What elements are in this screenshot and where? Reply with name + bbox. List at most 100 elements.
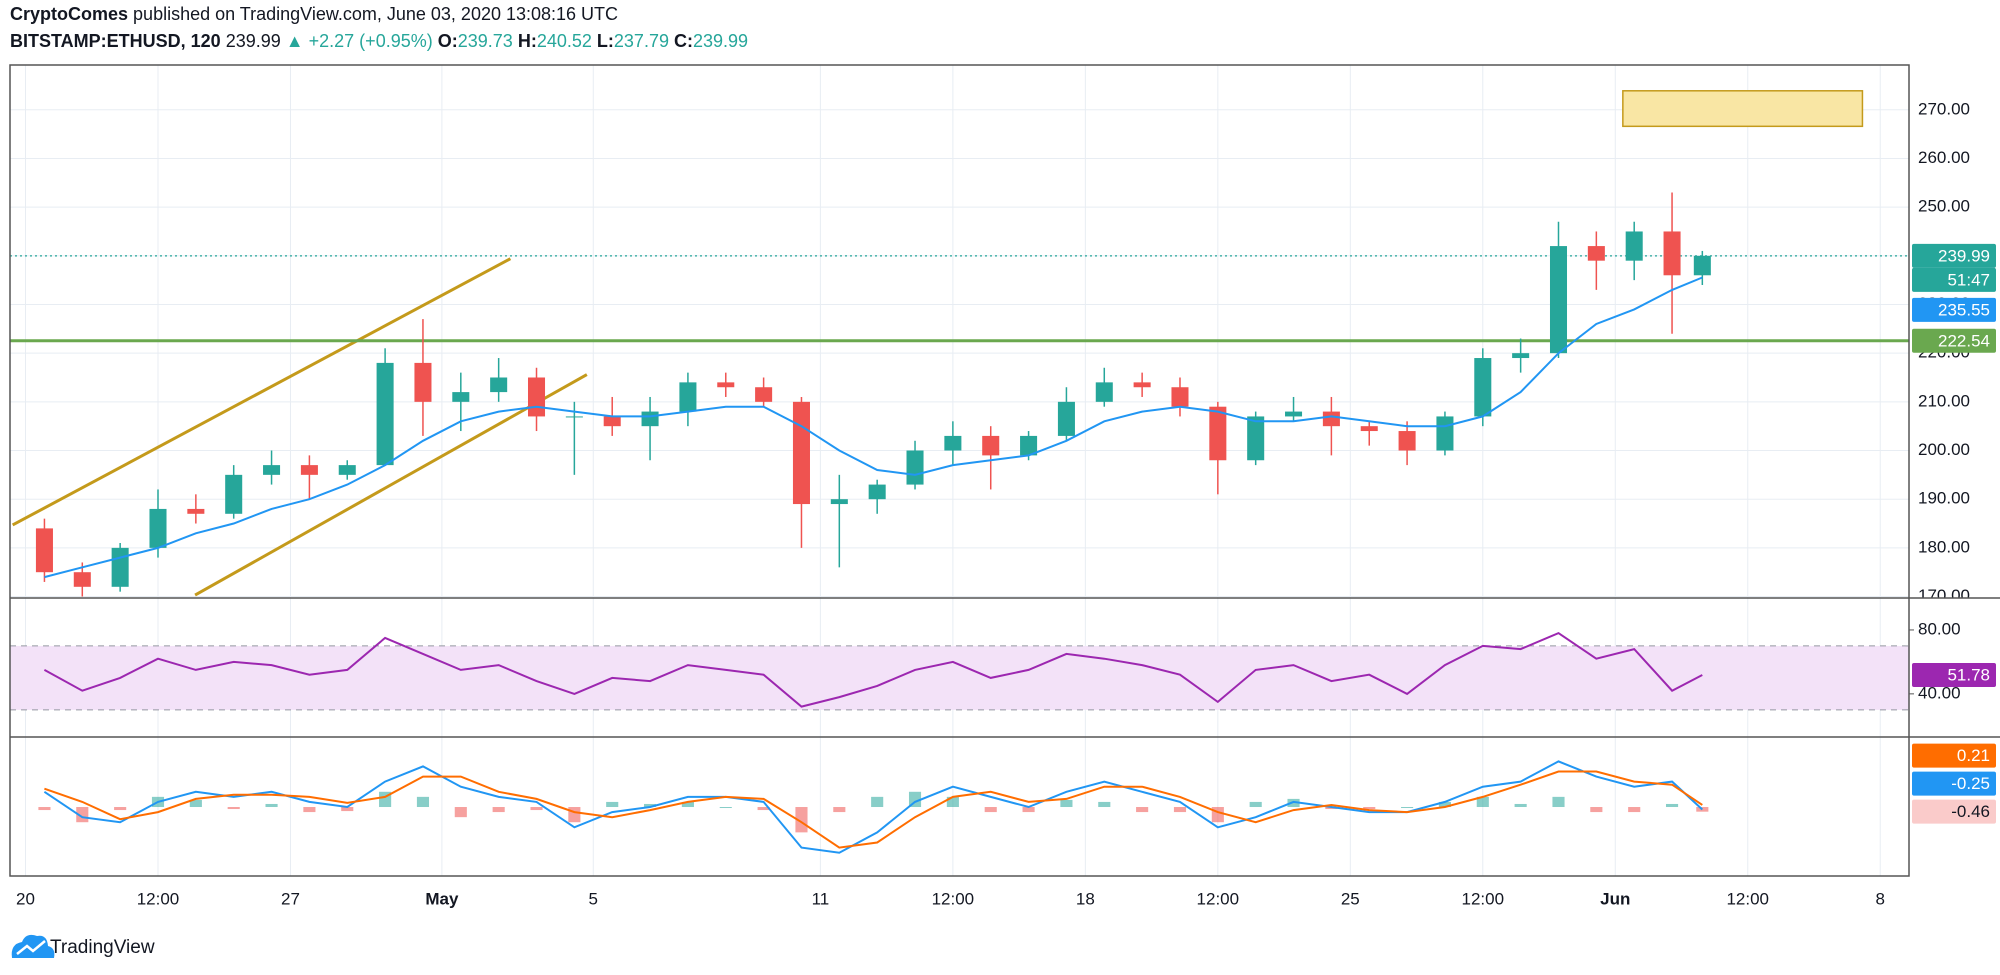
candle-body <box>792 401 810 505</box>
symbol: BITSTAMP:ETHUSD, 120 <box>10 31 221 51</box>
candle-body <box>1625 231 1643 261</box>
candle-body <box>187 508 205 514</box>
high-label: H: <box>517 31 537 51</box>
channel-line <box>194 373 588 597</box>
macd-histogram-bar <box>1022 807 1035 813</box>
macd-histogram-bar <box>1325 807 1338 810</box>
ma-badge: 235.55 <box>1938 300 1990 319</box>
macd-histogram-bar <box>719 807 732 809</box>
macd-histogram-bar <box>1060 799 1073 808</box>
candle-body <box>1436 416 1454 451</box>
change-arrow: ▲ <box>285 31 304 51</box>
macd-badge: -0.25 <box>1951 774 1990 793</box>
low-label: L: <box>596 31 614 51</box>
macd-histogram-bar <box>833 807 846 813</box>
candle-body <box>906 450 924 485</box>
logo-mark <box>16 940 46 955</box>
macd-histogram-bar <box>1438 801 1451 808</box>
macd-histogram-bar <box>606 801 619 808</box>
y-tick-label: 260.00 <box>1918 148 1970 167</box>
macd-badge: 0.21 <box>1957 746 1990 765</box>
y-tick-label: 270.00 <box>1918 99 1970 118</box>
candle-body <box>1398 431 1416 451</box>
rsi-line <box>43 631 1703 708</box>
macd-histogram-bar <box>1136 807 1149 813</box>
candle-body <box>1057 401 1075 436</box>
published: published on TradingView.com, June 03, 2… <box>133 4 619 24</box>
candle-body <box>1095 382 1113 402</box>
macd-histogram-bar <box>757 807 770 811</box>
candle-body <box>1549 246 1568 354</box>
macd-badge-bg <box>1912 743 1996 768</box>
candle-body <box>1020 435 1038 456</box>
candle-body <box>1171 387 1189 407</box>
macd-histogram-bar <box>984 807 997 813</box>
x-tick-label: 12:00 <box>1197 889 1240 908</box>
macd-line <box>44 770 1703 849</box>
zone <box>1622 90 1864 128</box>
header-line-2: BITSTAMP:ETHUSD, 120 239.99 ▲ +2.27 (+0.… <box>10 31 748 52</box>
high-value: 240.52 <box>536 31 592 51</box>
x-tick-label: 25 <box>1341 889 1360 908</box>
rsi-badge-bg <box>1912 663 1996 688</box>
x-tick-label: 12:00 <box>932 889 975 908</box>
close-label: C: <box>673 31 693 51</box>
macd-histogram-bar <box>644 803 657 808</box>
x-tick-label: 12:00 <box>137 889 180 908</box>
macd-histogram-bar <box>1173 807 1187 813</box>
macd-histogram-bar <box>265 803 278 808</box>
macd-histogram-bar <box>114 807 127 811</box>
y-tick-label: 200.00 <box>1918 440 1970 459</box>
candle-body <box>1474 358 1492 417</box>
level-badge-bg <box>1912 328 1996 353</box>
candle-body <box>73 572 91 587</box>
x-tick-label: 12:00 <box>1462 889 1505 908</box>
moving-average <box>44 276 1703 579</box>
x-tick-label: Jun <box>1600 889 1630 908</box>
candle-body <box>149 508 167 548</box>
candle-body <box>830 499 848 505</box>
candle-body <box>452 392 470 402</box>
y-tick-label: 40.00 <box>1918 683 1961 702</box>
candle-body <box>1247 416 1265 461</box>
last-price-badge-bg <box>1912 243 1996 268</box>
x-tick-label: 11 <box>812 889 830 908</box>
x-tick-label: 8 <box>1875 889 1884 908</box>
y-tick-label: 210.00 <box>1918 391 1970 410</box>
macd-histogram-bar <box>1363 807 1376 810</box>
candle-body <box>679 382 697 412</box>
last-price-badge: 239.99 <box>1938 246 1990 265</box>
rsi-badge: 51.78 <box>1947 666 1990 685</box>
candle-body <box>338 465 356 475</box>
candle-body <box>1322 411 1340 427</box>
logo <box>11 934 55 958</box>
candle-body <box>414 362 432 402</box>
macd-histogram-bar <box>1098 801 1111 808</box>
ma-badge-bg <box>1912 297 1996 322</box>
candle-body <box>490 377 508 393</box>
candle-body <box>1360 426 1378 432</box>
histogram-badge: -0.46 <box>1951 802 1990 821</box>
y-tick-label: 180.00 <box>1918 537 1970 556</box>
open-value: 239.73 <box>457 31 513 51</box>
macd-histogram-bar <box>1665 803 1679 808</box>
candle-body <box>1512 353 1530 359</box>
y-tick-label: 190.00 <box>1918 489 1970 508</box>
brand[interactable]: TradingView <box>50 937 155 958</box>
candle-body <box>1285 411 1303 417</box>
candle-body <box>1133 382 1151 388</box>
author[interactable]: CryptoComes <box>10 4 129 24</box>
candle-body <box>1693 255 1711 276</box>
macd-histogram-bar <box>1590 807 1603 813</box>
low-value: 237.79 <box>613 31 669 51</box>
macd-histogram-bar <box>681 801 694 808</box>
channel-line <box>11 257 512 527</box>
candle-body <box>717 382 735 388</box>
x-tick-label: 5 <box>589 889 598 908</box>
y-tick-label: 250.00 <box>1918 197 1970 216</box>
candle-body <box>603 416 621 427</box>
macd-histogram-bar <box>227 807 240 810</box>
candle-body <box>565 416 583 418</box>
x-tick-label: 20 <box>16 889 35 908</box>
